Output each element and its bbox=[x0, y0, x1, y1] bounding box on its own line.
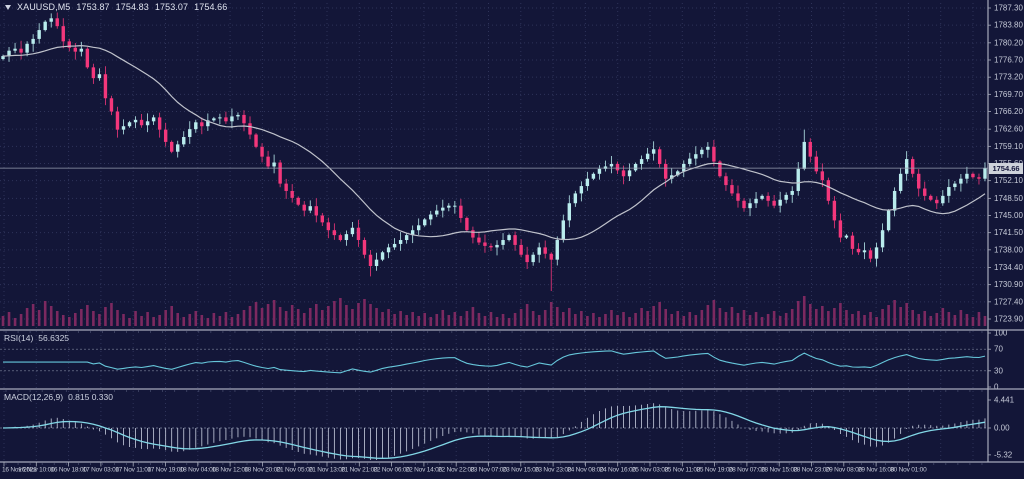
svg-text:23 Nov 15:00: 23 Nov 15:00 bbox=[503, 467, 540, 474]
svg-text:22 Nov 14:00: 22 Nov 14:00 bbox=[406, 467, 443, 474]
svg-text:28 Nov 23:00: 28 Nov 23:00 bbox=[793, 467, 830, 474]
svg-text:1762.60: 1762.60 bbox=[994, 125, 1023, 134]
svg-text:1783.80: 1783.80 bbox=[994, 21, 1023, 30]
svg-text:1730.90: 1730.90 bbox=[994, 280, 1023, 289]
svg-text:30 Nov 01:00: 30 Nov 01:00 bbox=[890, 467, 927, 474]
svg-text:17 Nov 03:00: 17 Nov 03:00 bbox=[83, 467, 120, 474]
chart-menu-icon[interactable] bbox=[5, 5, 11, 10]
svg-text:1745.00: 1745.00 bbox=[994, 211, 1023, 220]
macd-signal-line bbox=[3, 406, 986, 459]
svg-text:1727.40: 1727.40 bbox=[994, 297, 1023, 306]
svg-text:-5.32: -5.32 bbox=[994, 450, 1013, 459]
svg-text:1773.20: 1773.20 bbox=[994, 73, 1023, 82]
svg-text:0.00: 0.00 bbox=[994, 424, 1010, 433]
svg-text:16 Nov 2022: 16 Nov 2022 bbox=[2, 467, 37, 474]
svg-text:24 Nov 08:00: 24 Nov 08:00 bbox=[567, 467, 604, 474]
svg-text:29 Nov 16:00: 29 Nov 16:00 bbox=[858, 467, 895, 474]
svg-text:25 Nov 03:00: 25 Nov 03:00 bbox=[632, 467, 669, 474]
svg-text:70: 70 bbox=[994, 345, 1003, 354]
svg-text:30: 30 bbox=[994, 366, 1003, 375]
svg-text:18 Nov 12:00: 18 Nov 12:00 bbox=[212, 467, 249, 474]
svg-text:24 Nov 16:00: 24 Nov 16:00 bbox=[600, 467, 637, 474]
moving-average-line bbox=[2, 44, 986, 241]
rsi-panel bbox=[0, 348, 988, 374]
svg-text:1755.60: 1755.60 bbox=[994, 159, 1023, 168]
svg-text:1752.10: 1752.10 bbox=[994, 176, 1023, 185]
svg-text:22 Nov 06:00: 22 Nov 06:00 bbox=[373, 467, 410, 474]
svg-text:1780.20: 1780.20 bbox=[994, 38, 1023, 47]
svg-text:18 Nov 20:00: 18 Nov 20:00 bbox=[244, 467, 281, 474]
rsi-axis-labels: 100 70 30 0 bbox=[988, 329, 1008, 392]
svg-text:16 Nov 10:00: 16 Nov 10:00 bbox=[18, 467, 55, 474]
svg-text:29 Nov 08:00: 29 Nov 08:00 bbox=[826, 467, 863, 474]
svg-text:18 Nov 04:00: 18 Nov 04:00 bbox=[180, 467, 217, 474]
svg-text:1766.20: 1766.20 bbox=[994, 107, 1023, 116]
svg-text:1738.00: 1738.00 bbox=[994, 245, 1023, 254]
svg-text:17 Nov 11:00: 17 Nov 11:00 bbox=[115, 467, 151, 474]
price-axis-labels[interactable]: 1787.30 1783.80 1780.20 1776.70 1773.20 1769.… bbox=[988, 4, 1023, 324]
candlesticks bbox=[1, 12, 987, 292]
svg-text:0: 0 bbox=[994, 383, 999, 392]
svg-text:23 Nov 23:00: 23 Nov 23:00 bbox=[535, 467, 572, 474]
svg-text:23 Nov 07:00: 23 Nov 07:00 bbox=[470, 467, 507, 474]
svg-text:1787.30: 1787.30 bbox=[994, 4, 1023, 13]
time-gridlines bbox=[3, 3, 974, 461]
panel-dividers bbox=[0, 0, 1024, 465]
svg-text:17 Nov 19:00: 17 Nov 19:00 bbox=[147, 467, 184, 474]
svg-text:25 Nov 19:00: 25 Nov 19:00 bbox=[696, 467, 733, 474]
svg-text:1776.70: 1776.70 bbox=[994, 55, 1023, 64]
price-gridlines bbox=[0, 7, 988, 320]
svg-text:1748.50: 1748.50 bbox=[994, 194, 1023, 203]
svg-text:1734.40: 1734.40 bbox=[994, 263, 1023, 272]
svg-text:1741.50: 1741.50 bbox=[994, 228, 1023, 237]
svg-text:1759.10: 1759.10 bbox=[994, 142, 1023, 151]
volume-bars bbox=[1, 296, 987, 326]
svg-text:21 Nov 05:00: 21 Nov 05:00 bbox=[277, 467, 314, 474]
svg-text:16 Nov 18:00: 16 Nov 18:00 bbox=[50, 467, 87, 474]
svg-text:4.441: 4.441 bbox=[994, 396, 1015, 405]
svg-text:100: 100 bbox=[994, 329, 1008, 338]
macd-histogram bbox=[8, 403, 986, 460]
svg-text:25 Nov 11:00: 25 Nov 11:00 bbox=[664, 467, 700, 474]
svg-text:1723.90: 1723.90 bbox=[994, 315, 1023, 324]
macd-axis-labels: 4.441 0.00 -5.32 bbox=[988, 396, 1015, 459]
svg-text:1769.70: 1769.70 bbox=[994, 90, 1023, 99]
svg-text:28 Nov 15:00: 28 Nov 15:00 bbox=[761, 467, 798, 474]
svg-text:21 Nov 21:00: 21 Nov 21:00 bbox=[341, 467, 378, 474]
svg-text:28 Nov 07:00: 28 Nov 07:00 bbox=[729, 467, 766, 474]
svg-text:21 Nov 13:00: 21 Nov 13:00 bbox=[309, 467, 346, 474]
svg-text:22 Nov 22:00: 22 Nov 22:00 bbox=[438, 467, 475, 474]
